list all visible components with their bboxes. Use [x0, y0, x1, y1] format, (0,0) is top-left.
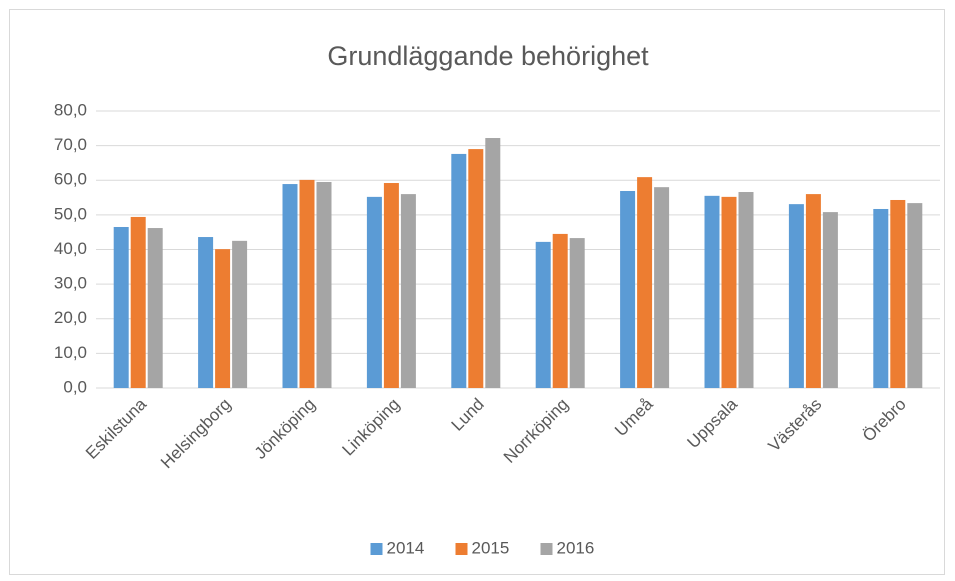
- y-tick-label: 50,0: [54, 204, 87, 223]
- bar: [552, 233, 568, 388]
- bar: [282, 184, 298, 388]
- y-tick-label: 0,0: [63, 377, 87, 396]
- y-tick-label: 40,0: [54, 239, 87, 258]
- bar: [383, 183, 399, 388]
- bar: [822, 212, 838, 388]
- y-tick-label: 60,0: [54, 170, 87, 189]
- bar: [316, 181, 332, 388]
- bar: [232, 240, 248, 388]
- bar: [738, 192, 754, 388]
- legend-label: 2015: [472, 538, 510, 557]
- bar: [873, 208, 889, 388]
- bar: [485, 138, 501, 388]
- y-tick-label: 80,0: [54, 100, 87, 119]
- bar: [890, 199, 906, 388]
- bar: [535, 241, 551, 388]
- bar: [788, 204, 804, 388]
- bar: [215, 249, 231, 388]
- bar: [147, 228, 163, 388]
- bar: [299, 179, 315, 388]
- bar: [805, 194, 821, 388]
- bar: [400, 194, 416, 388]
- y-tick-label: 30,0: [54, 274, 87, 293]
- y-tick-label: 10,0: [54, 343, 87, 362]
- bar: [654, 187, 670, 388]
- bar: [620, 190, 636, 388]
- y-tick-label: 20,0: [54, 308, 87, 327]
- legend-label: 2016: [557, 538, 595, 557]
- bar: [451, 153, 467, 388]
- bar: [113, 226, 129, 388]
- legend-label: 2014: [387, 538, 425, 557]
- legend-swatch: [540, 543, 553, 555]
- bar: [468, 149, 484, 388]
- bar: [637, 177, 653, 388]
- y-tick-label: 70,0: [54, 135, 87, 154]
- legend-swatch: [455, 543, 468, 555]
- bar: [704, 195, 720, 388]
- bar: [721, 196, 737, 388]
- bar: [907, 203, 923, 388]
- bar: [366, 196, 382, 388]
- chart-title: Grundläggande behörighet: [327, 41, 649, 71]
- bar: [198, 237, 214, 388]
- bar: [130, 216, 146, 388]
- bar: [569, 238, 585, 388]
- legend-swatch: [370, 543, 383, 555]
